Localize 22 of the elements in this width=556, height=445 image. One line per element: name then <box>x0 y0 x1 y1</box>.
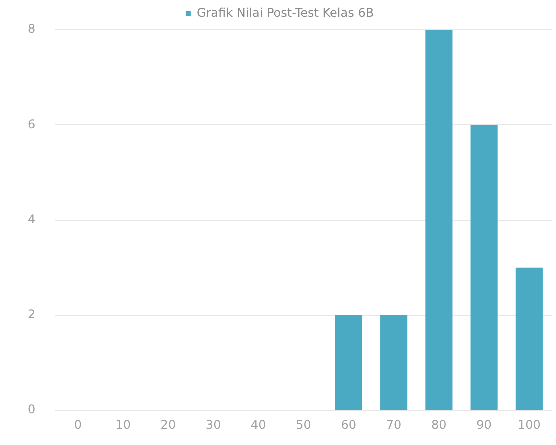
x-tick-label: 50 <box>296 418 312 432</box>
x-tick-label: 60 <box>341 418 357 432</box>
y-tick-label: 6 <box>28 117 36 132</box>
x-tick-label: 10 <box>116 418 131 432</box>
x-tick-label: 100 <box>518 418 541 432</box>
x-tick-label: 80 <box>432 418 447 432</box>
x-tick-label: 90 <box>476 418 492 432</box>
y-tick-label: 8 <box>28 22 36 36</box>
bar <box>516 268 543 410</box>
bar <box>470 125 498 410</box>
y-tick-label: 0 <box>28 402 36 417</box>
bar <box>380 315 408 410</box>
legend-label: Grafik Nilai Post-Test Kelas 6B <box>196 6 374 20</box>
bar <box>426 30 453 410</box>
x-tick-label: 70 <box>386 418 402 432</box>
y-tick-label: 2 <box>28 308 36 322</box>
y-tick-label: 4 <box>28 212 36 226</box>
x-tick-label: 20 <box>160 418 176 432</box>
x-tick-label: 0 <box>74 418 82 432</box>
bar <box>335 315 362 410</box>
x-tick-label: 30 <box>206 418 222 432</box>
x-tick-label: 40 <box>251 418 266 432</box>
